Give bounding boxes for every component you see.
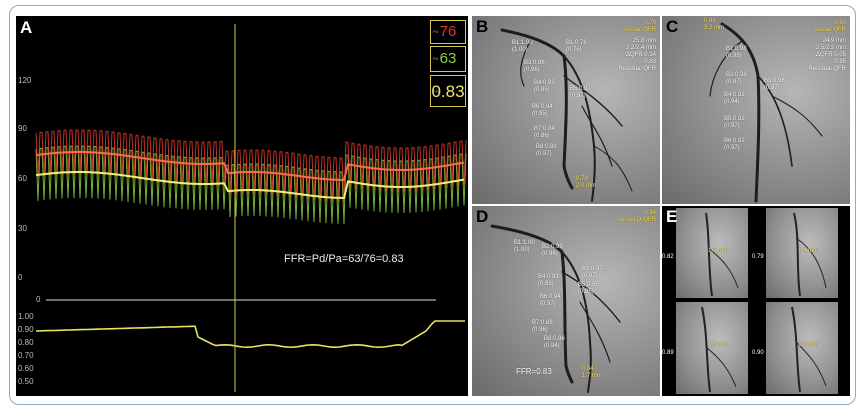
- mini-qfr-3: 0.89: [662, 350, 674, 356]
- distal-tip-label: 0.79 2.0 mm: [576, 176, 597, 189]
- mini-qfr-4: 0.90: [752, 350, 764, 356]
- segment-label-b8: B8:0.83 (0.97): [536, 144, 557, 157]
- panel-letter-a: A: [20, 18, 33, 37]
- segment-label-b2: B1:0.76 (0.76): [566, 40, 587, 53]
- segment-label-b6: B6:0.94 (0.95): [532, 104, 553, 117]
- vessel-tree-d: [490, 224, 621, 393]
- measurement-summary: 24.9 mm 2.5/2.2 mm ΔQFR 0.05 0.95 Residu…: [808, 38, 846, 72]
- mini-vessel-4: [791, 306, 827, 393]
- vessel-tree-b: [500, 28, 633, 202]
- angio-panel-c: C 0.89 3.2 mm 0.90 Vessel QFR 24.9 mm 2.…: [662, 16, 850, 204]
- pa-value: 76: [439, 23, 457, 40]
- mini-diameter-3: 1.8 mm: [708, 342, 729, 348]
- segment-label-c4: B4:0.92 (0.94): [724, 92, 745, 105]
- segment-label-d8: B8:0.86 (0.94): [544, 336, 565, 349]
- mini-angio-4: 2.0 mm: [766, 302, 838, 394]
- segment-label-d4: B4:0.93 (0.93): [538, 274, 559, 287]
- y-tick-60: 60: [18, 174, 27, 183]
- distal-tip-label: 0.84 1.7 mm: [582, 366, 603, 379]
- segment-label-d6: B6:0.94 (0.97): [540, 294, 561, 307]
- pd-waveform: [35, 145, 467, 225]
- mini-angio-3: 1.8 mm: [676, 302, 748, 394]
- segment-label-d3: B3:0.97 (0.97): [582, 266, 603, 279]
- pressure-traces: [35, 24, 467, 392]
- segment-label-c2: B2:0.98 (0.97): [726, 72, 747, 85]
- pa-value-box: Pa 76: [430, 20, 466, 44]
- vessel-qfr-header: 0.84 Vessel O-QFR: [617, 210, 656, 223]
- vessel-qfr-header: 0.90 Vessel QFR: [813, 20, 846, 33]
- segment-label-d7: B7:0.88 (0.96): [532, 320, 553, 333]
- vessel-qfr-header: 0.79 Vessel QFR: [623, 20, 656, 33]
- vessel-tree-c: [709, 22, 823, 203]
- y2-tick-70: 0.70: [18, 351, 34, 360]
- pressure-tracing-panel: A 120 90 60 30 0 0 1.00 0.90 0.80 0.70 0…: [16, 16, 468, 396]
- y2-tick-80: 0.80: [18, 338, 34, 347]
- segment-label-c5: B5:0.92 (0.97): [724, 116, 745, 129]
- ratio-trace: [35, 320, 465, 349]
- segment-label-c1: B1:0.98 (0.98): [726, 46, 747, 59]
- segment-label-b1: B1:1.00 (1.00): [512, 40, 533, 53]
- ratio-box-label: FFR: [433, 89, 441, 94]
- pd-mean-line: [35, 171, 465, 200]
- segment-label-b4: B4:0.93 (0.95): [534, 80, 555, 93]
- y2-tick-0: 0: [36, 295, 41, 304]
- segment-label-d2: B2:0.99 (0.96): [542, 244, 563, 257]
- pa-mean-line: [35, 151, 465, 182]
- y2-tick-50: 0.50: [18, 377, 34, 386]
- mini-qfr-2: 0.79: [752, 254, 764, 260]
- pa-waveform: [35, 129, 467, 203]
- panel-letter-c: C: [666, 17, 679, 36]
- y-tick-120: 120: [18, 76, 32, 85]
- ratio-value-box: FFR 0.83: [430, 75, 466, 107]
- ratio-value: 0.83: [431, 82, 465, 101]
- panel-letter-b: B: [476, 17, 489, 36]
- y2-tick-90: 0.90: [18, 325, 34, 334]
- mini-diameter-2: 1.4 mm: [798, 248, 819, 254]
- mini-vessel-3: [701, 306, 737, 393]
- segment-label-b3: B3:0.96 (0.96): [524, 60, 545, 73]
- segment-label-d1: B1:1.00 (1.00): [514, 240, 535, 253]
- proximal-tip-label: 0.89 3.2 mm: [704, 18, 725, 31]
- mini-diameter-4: 2.0 mm: [798, 342, 819, 348]
- mini-vessel-2: [793, 212, 827, 297]
- panel-letter-d: D: [476, 207, 489, 226]
- segment-label-c3: B3:0.96 (0.97): [764, 78, 785, 91]
- segment-label-b5: B5:0.97 (0.97): [570, 86, 591, 99]
- mini-angio-2: 1.4 mm: [766, 208, 838, 298]
- angio-panel-d: D 0.84 Vessel O-QFR B1:1.00 (1.00) B2:0.…: [472, 206, 660, 396]
- angio-panel-b: B 0.79 Vessel QFR 25.8 mm 2.2/2.4 mm ΔQF…: [472, 16, 660, 204]
- pa-box-label: Pa: [433, 29, 438, 34]
- segment-label-b7: B7:0.84 (0.86): [534, 126, 555, 139]
- mini-angio-1: 1.7 mm: [676, 208, 748, 298]
- segment-label-d5: B5:0.95 (0.95): [578, 282, 599, 295]
- mini-vessel-1: [705, 212, 739, 297]
- pd-value: 63: [439, 50, 457, 67]
- pd-value-box: Pd 63: [430, 46, 466, 72]
- pd-box-label: Pd: [433, 56, 438, 61]
- ffr-label: FFR=0.83: [516, 367, 552, 376]
- y-tick-90: 90: [18, 124, 27, 133]
- ffr-equation: FFR=Pd/Pa=63/76=0.83: [284, 253, 404, 265]
- mini-qfr-1: 0.82: [662, 254, 674, 260]
- angio-panel-e: E 1.7 mm 1.4 mm 1.8 mm 2.0 mm 0.82 0.79 …: [662, 206, 850, 396]
- y-tick-30: 30: [18, 224, 27, 233]
- mini-diameter-1: 1.7 mm: [708, 248, 729, 254]
- y2-tick-60: 0.60: [18, 364, 34, 373]
- y-tick-0: 0: [18, 273, 23, 282]
- measurement-summary: 25.8 mm 2.2/2.4 mm ΔQFR 0.14 0.83 Residu…: [618, 38, 656, 72]
- segment-label-c6: B6:0.92 (0.97): [724, 138, 745, 151]
- y2-tick-100: 1.00: [18, 312, 34, 321]
- panel-letter-e: E: [666, 207, 678, 226]
